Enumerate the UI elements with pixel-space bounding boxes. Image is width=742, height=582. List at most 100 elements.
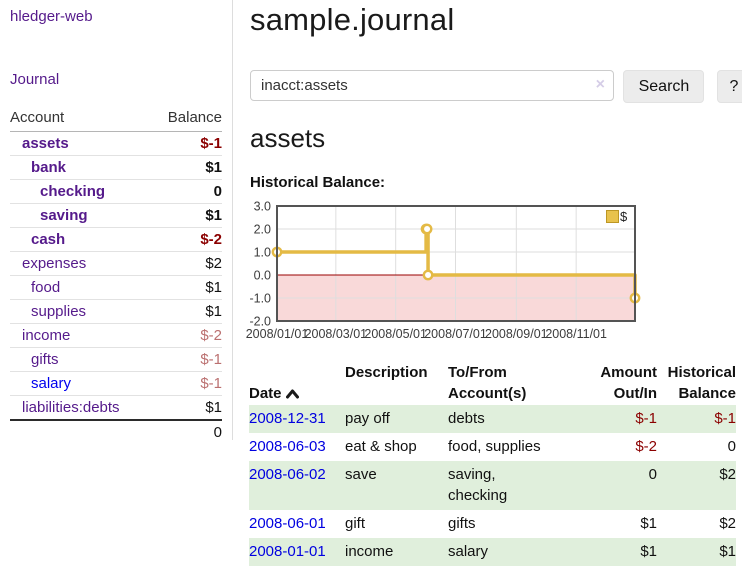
accounts-table-header: Account Balance (10, 106, 222, 132)
accounts-table-body: assets $-1 bank $1 checking 0 saving $1 … (10, 132, 222, 420)
transaction-accounts: saving, checking (448, 466, 508, 504)
date-header-label: Date (249, 385, 282, 402)
account-link[interactable]: bank (31, 159, 67, 176)
account-row: income $-2 (10, 324, 222, 348)
register-row: 2008-06-03 eat & shop food, supplies $-2… (249, 433, 736, 461)
account-balance: $-2 (200, 327, 222, 344)
transaction-balance: $2 (719, 515, 736, 532)
account-column-header: Account (10, 109, 65, 126)
transaction-amount: $1 (640, 543, 657, 560)
account-link[interactable]: saving (40, 207, 88, 224)
transaction-date-link[interactable]: 2008-06-02 (249, 466, 326, 483)
transaction-date-link[interactable]: 2008-06-03 (249, 438, 326, 455)
account-link[interactable]: assets (22, 135, 69, 152)
y-tick-label: 0.0 (254, 269, 271, 283)
y-tick-label: 1.0 (254, 246, 271, 260)
account-row: food $1 (10, 276, 222, 300)
sidebar: hledger-web Journal Account Balance asse… (0, 0, 233, 443)
transaction-amount: $-1 (635, 410, 657, 427)
chart-canvas: 3.0 2.0 1.0 0.0 -1.0 -2.02008/01/012008/03/01… (246, 200, 641, 341)
sort-ascending-icon (285, 389, 299, 399)
account-heading: assets (250, 123, 326, 153)
transaction-balance: 0 (727, 438, 736, 455)
tofrom-column-header: To/From Account(s) (448, 364, 527, 402)
transaction-balance: $-1 (714, 410, 736, 427)
register-row: 2008-12-31 pay off debts $-1 $-1 (249, 405, 736, 433)
account-row: assets $-1 (10, 132, 222, 156)
help-button[interactable]: ? (716, 70, 742, 103)
page-title: sample.journal (250, 2, 455, 37)
account-balance: $1 (205, 303, 222, 320)
account-link[interactable]: gifts (31, 351, 59, 368)
accounts-table: Account Balance assets $-1 bank $1 check… (10, 106, 222, 443)
transaction-accounts: gifts (448, 515, 476, 532)
balance-column-header-register: Historical Balance (667, 364, 736, 402)
register-row: 2008-06-01 gift gifts $1 $2 (249, 510, 736, 538)
account-balance: $1 (205, 207, 222, 224)
account-link[interactable]: food (31, 279, 61, 296)
account-link[interactable]: salary (31, 375, 72, 392)
app-brand-link[interactable]: hledger-web (10, 8, 93, 25)
transaction-description: pay off (345, 410, 390, 427)
x-tick-label: 2008/05/01 (364, 327, 427, 341)
transaction-accounts: food, supplies (448, 438, 541, 455)
account-balance: $-1 (200, 375, 222, 392)
y-tick-label: -2.0 (249, 315, 271, 329)
amount-column-header: Amount Out/In (600, 364, 657, 402)
x-tick-label: 2008/09/01 (485, 327, 548, 341)
transaction-description: eat & shop (345, 438, 417, 455)
account-balance: $2 (205, 255, 222, 272)
search-bar: × Search ? (250, 70, 742, 104)
account-balance: $1 (205, 279, 222, 296)
balance-column-header: Balance (167, 109, 222, 126)
sidebar-item-journal[interactable]: Journal (10, 71, 60, 88)
search-button[interactable]: Search (623, 70, 705, 103)
search-input-wrap: × (250, 70, 614, 101)
account-balance: $1 (205, 399, 222, 416)
x-tick-label: 2008/11/01 (545, 327, 607, 341)
account-link[interactable]: cash (31, 231, 66, 248)
transaction-balance: $2 (719, 466, 736, 483)
account-balance: 0 (213, 183, 222, 200)
transaction-balance: $1 (719, 543, 736, 560)
legend-swatch-icon (606, 209, 619, 223)
transaction-amount: 0 (648, 466, 657, 483)
account-row: checking 0 (10, 180, 222, 204)
account-link[interactable]: expenses (22, 255, 87, 272)
account-balance: $-2 (200, 231, 222, 248)
account-link[interactable]: income (22, 327, 71, 344)
account-link[interactable]: liabilities:debts (22, 399, 120, 416)
transaction-date-link[interactable]: 2008-12-31 (249, 410, 326, 427)
account-balance: $-1 (200, 135, 222, 152)
historical-balance-chart: 3.0 2.0 1.0 0.0 -1.0 -2.0 2008/01/01 2008/03/01… (245, 200, 645, 352)
account-link[interactable]: checking (40, 183, 106, 200)
register-header-row: Date Description To/From Account(s) Amou… (249, 361, 736, 405)
transaction-description: income (345, 543, 394, 560)
account-row: salary $-1 (10, 372, 222, 396)
clear-search-icon[interactable]: × (595, 76, 605, 93)
transaction-date-link[interactable]: 2008-06-01 (249, 515, 326, 532)
account-balance: $1 (205, 159, 222, 176)
register-row: 2008-06-02 save saving, checking 0 $2 (249, 461, 736, 510)
x-tick-label: 2008/07/01 (424, 327, 487, 341)
accounts-total-row: 0 (10, 419, 222, 443)
x-tick-label: 2008/03/01 (305, 327, 368, 341)
search-input[interactable] (250, 70, 614, 101)
register-table: Date Description To/From Account(s) Amou… (249, 361, 736, 566)
description-column-header: Description (345, 364, 428, 381)
account-row: gifts $-1 (10, 348, 222, 372)
transaction-date-link[interactable]: 2008-01-01 (249, 543, 326, 560)
account-link[interactable]: supplies (31, 303, 87, 320)
account-row: supplies $1 (10, 300, 222, 324)
transaction-amount: $1 (640, 515, 657, 532)
account-row: liabilities:debts $1 (10, 396, 222, 420)
y-tick-label: 3.0 (254, 200, 271, 214)
account-row: saving $1 (10, 204, 222, 228)
transaction-description: gift (345, 515, 366, 532)
transaction-description: save (345, 466, 377, 483)
account-row: cash $-2 (10, 228, 222, 252)
account-row: bank $1 (10, 156, 222, 180)
chart-heading: Historical Balance: (250, 174, 386, 191)
date-column-header[interactable]: Date (249, 361, 345, 405)
register-row: 2008-01-01 income salary $1 $1 (249, 538, 736, 566)
